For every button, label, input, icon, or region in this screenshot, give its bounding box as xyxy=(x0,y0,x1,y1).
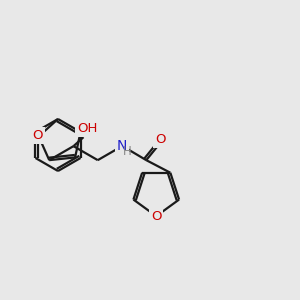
Text: O: O xyxy=(32,129,43,142)
Text: OH: OH xyxy=(77,122,98,135)
Text: O: O xyxy=(155,133,166,146)
Text: N: N xyxy=(117,139,127,153)
Text: O: O xyxy=(151,210,161,223)
Text: H: H xyxy=(123,145,131,158)
